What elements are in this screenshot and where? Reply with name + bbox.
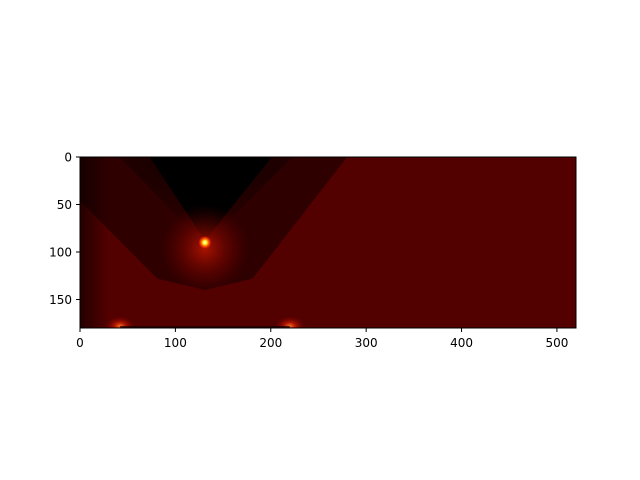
bottom-boundary-band — [120, 326, 290, 328]
x-tick-label: 500 — [545, 336, 568, 350]
x-tick-label: 200 — [259, 336, 282, 350]
left-boundary-shade — [80, 157, 109, 328]
x-tick-label: 400 — [450, 336, 473, 350]
bottom-hotspot — [104, 316, 136, 328]
x-axis: 0 100 200 300 400 500 — [76, 328, 568, 350]
source-hotspot — [198, 235, 212, 250]
plot-frame — [79, 156, 577, 329]
bottom-hotspots — [104, 316, 306, 328]
y-tick-label: 100 — [49, 246, 72, 260]
y-tick-label: 150 — [49, 293, 72, 307]
y-axis: 0 50 100 150 — [49, 151, 80, 307]
y-tick-label: 50 — [57, 198, 72, 212]
x-tick-label: 100 — [164, 336, 187, 350]
heatmap-plot-area — [80, 157, 576, 328]
wave-front-core — [149, 157, 272, 241]
x-tick-label: 300 — [355, 336, 378, 350]
y-tick-label: 0 — [64, 151, 72, 165]
x-tick-label: 0 — [76, 336, 84, 350]
bottom-hotspot — [274, 316, 306, 328]
